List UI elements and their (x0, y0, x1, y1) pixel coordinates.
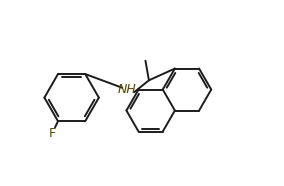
Text: NH: NH (118, 83, 136, 96)
Text: F: F (49, 127, 56, 140)
